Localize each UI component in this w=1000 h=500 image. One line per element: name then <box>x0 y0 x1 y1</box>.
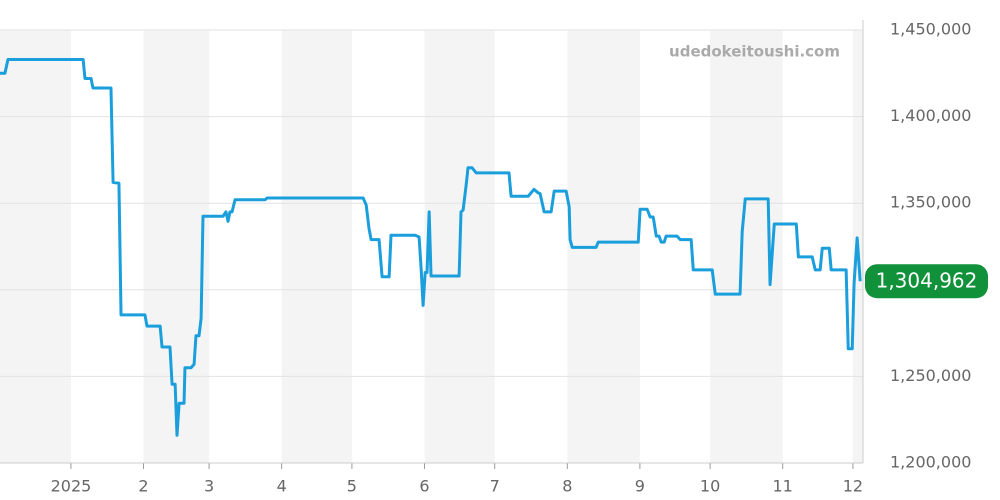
x-tick-label: 6 <box>419 477 429 496</box>
x-tick-label: 10 <box>700 477 720 496</box>
x-tick-label: 5 <box>347 477 357 496</box>
y-tick-label: 1,450,000 <box>890 20 971 39</box>
y-tick-label: 1,200,000 <box>890 453 971 472</box>
x-tick-label: 9 <box>635 477 645 496</box>
month-band <box>281 30 352 463</box>
x-tick-label: 7 <box>490 477 500 496</box>
y-tick-label: 1,250,000 <box>890 366 971 385</box>
current-value-label: 1,304,962 <box>876 269 978 293</box>
x-tick-label: 2 <box>138 477 148 496</box>
current-value-badge <box>865 264 988 299</box>
y-tick-label: 1,350,000 <box>890 193 971 212</box>
watermark: udedokeitoushi.com <box>669 43 840 61</box>
month-band <box>0 30 71 463</box>
x-tick-label: 12 <box>843 477 863 496</box>
price-line <box>0 57 862 437</box>
x-tick-label: 11 <box>773 477 793 496</box>
y-tick-label: 1,400,000 <box>890 106 971 125</box>
x-tick-label: 4 <box>277 477 287 496</box>
x-tick-label: 8 <box>562 477 572 496</box>
x-tick-label: 2025 <box>51 477 92 496</box>
x-tick-label: 3 <box>204 477 214 496</box>
